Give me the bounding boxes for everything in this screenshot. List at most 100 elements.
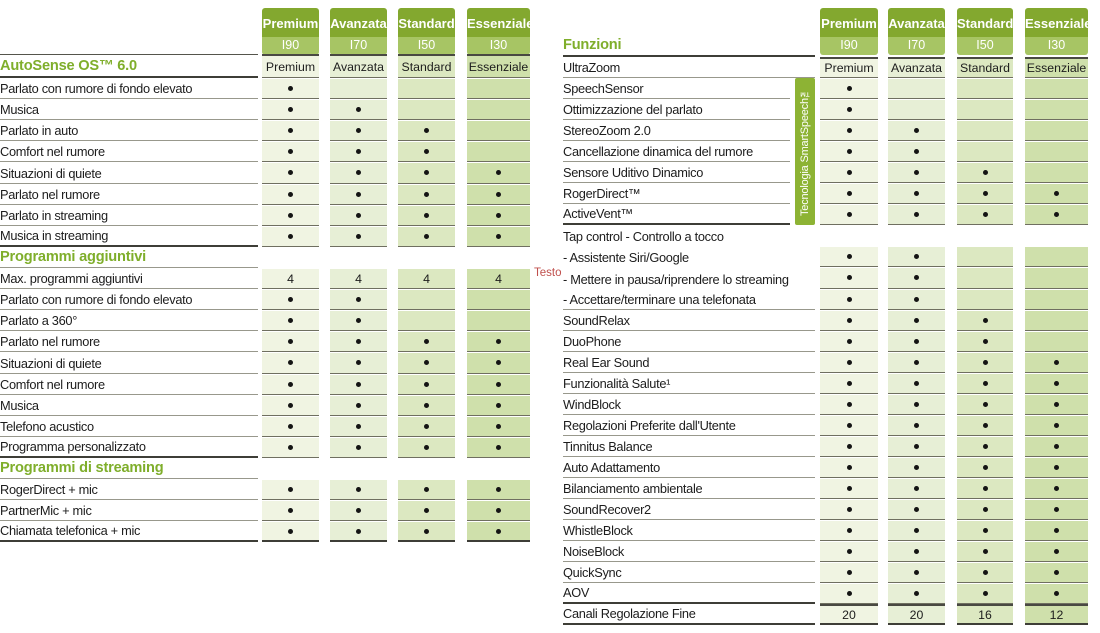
availability-dot-icon [356,487,361,493]
availability-dot-icon [424,170,429,176]
table-row: Comfort nel rumore [0,374,545,395]
tier-cell [1025,415,1088,436]
tier-cell [398,121,455,142]
tier-cell [1025,163,1088,184]
tier-header: Essenziale I30 [467,8,530,55]
availability-dot-icon [846,317,852,323]
availability-dot-icon [424,381,429,387]
tier-cell [957,331,1013,352]
availability-dot-icon [982,170,988,176]
tier-cell [1025,289,1088,310]
availability-dot-icon [846,570,852,576]
tier-cell [467,184,530,205]
row-label: QuickSync [563,562,815,584]
availability-dot-icon [846,128,852,134]
tier-cell [957,184,1013,205]
tier-cell [467,353,530,374]
table-row: - Accettare/terminare una telefonata [563,289,1100,310]
availability-dot-icon [288,318,293,324]
tier-cell: Premium [820,57,878,79]
availability-dot-icon [914,296,919,302]
tier-cell [467,290,530,311]
availability-dot-icon [356,508,361,514]
row-label: Auto Adattamento [563,457,815,478]
tier-cell [398,395,455,416]
row-label: SpeechSensor [563,78,790,100]
tier-name: Premium [262,8,319,37]
table-row: Tinnitus Balance [563,436,1100,457]
row-label: Parlato in streaming [0,205,258,226]
row-label: Max. programmi aggiuntivi [0,268,258,290]
tier-cell [888,352,945,373]
tier-cell [888,436,945,457]
tier-cell [957,79,1013,100]
row-label: WindBlock [563,394,815,415]
tier-cell: Avanzata [330,54,387,78]
tier-cell [957,289,1013,310]
table-row: RogerDirect + mic [0,479,545,501]
tier-cell [957,584,1013,605]
availability-dot-icon [356,170,361,176]
tier-name: Standard [957,8,1013,37]
table-row: Parlato in auto [0,120,545,142]
tier-level: I30 [467,37,530,55]
smartspeech-band-label: Tecnologia SmartSpeech™ [795,78,815,225]
availability-dot-icon [356,128,361,134]
availability-dot-icon [846,275,852,281]
tier-cell [957,457,1013,478]
tier-cell [888,499,945,521]
availability-dot-icon [496,233,501,239]
availability-dot-icon [288,423,293,429]
availability-dot-icon [846,485,852,491]
table-row: AOV [563,583,1100,605]
table-row: Chiamata telefonica + mic [0,521,545,543]
availability-dot-icon [982,212,988,218]
tier-cell [467,501,530,522]
tier-header: Avanzata I70 [330,8,387,55]
tier-header: Premium I90 [820,8,878,55]
availability-dot-icon [846,443,852,449]
availability-dot-icon [914,170,919,176]
tier-cell [820,184,878,205]
tier-cell [398,226,455,247]
tier-cell [820,457,878,478]
availability-dot-icon [846,170,852,176]
availability-dot-icon [914,401,919,407]
tier-cell [1025,499,1088,521]
tier-cell [820,499,878,521]
tier-level: I30 [1025,37,1088,55]
tier-cell [888,310,945,331]
tier-cell [820,121,878,142]
table-row: ActiveVent™ [563,204,1100,226]
table-row: Programma personalizzato [0,437,545,458]
tier-cell [1025,331,1088,352]
tier-header: Essenziale I30 [1025,8,1088,55]
tier-cell [820,521,878,542]
table-row: RogerDirect™ [563,183,1100,205]
tier-cell [262,79,319,100]
tier-cell [1025,394,1088,415]
tier-cell [888,373,945,394]
row-label: Tap control - Controllo a tocco [563,229,724,245]
tier-name: Essenziale [467,8,530,37]
tier-cell [398,480,455,501]
tier-cell [1025,373,1088,394]
tier-cell [467,416,530,437]
availability-dot-icon [356,528,361,534]
table-row: DuoPhone [563,331,1100,352]
row-label: Canali Regolazione Fine [563,604,815,626]
tier-cell [1025,457,1088,478]
availability-dot-icon [288,212,293,218]
availability-dot-icon [846,359,852,365]
table-row: Situazioni di quiete [0,162,545,184]
availability-dot-icon [846,338,852,344]
section-title: AutoSense OS™ 6.0 [0,54,258,78]
tier-cell [820,142,878,163]
tier-cell [262,522,319,543]
availability-dot-icon [914,422,919,428]
availability-dot-icon [496,170,501,176]
tier-cell [467,374,530,395]
row-label: Ottimizzazione del parlato [563,99,790,121]
row-label: WhistleBlock [563,520,815,542]
